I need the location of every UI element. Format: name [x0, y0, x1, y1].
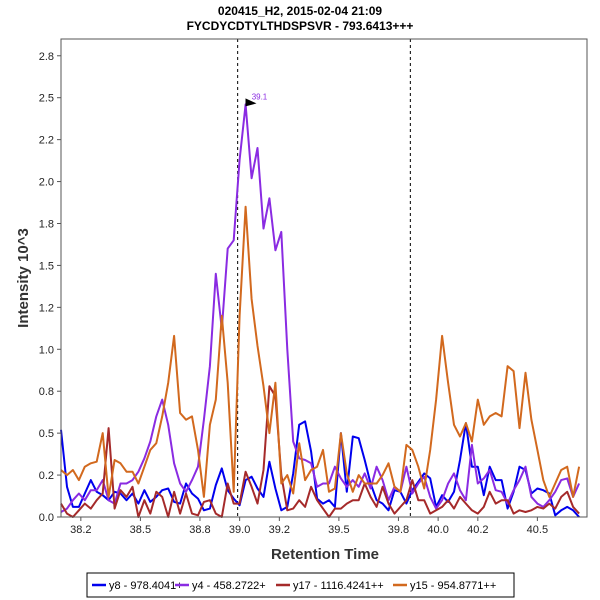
series-lines — [60, 103, 581, 518]
y-tick-label: 0.2 — [39, 470, 54, 482]
x-tick-label: 39.8 — [388, 524, 409, 536]
y-tick-label: 2.5 — [39, 93, 54, 105]
x-tick-label: 40.2 — [467, 524, 488, 536]
x-tick-label: 40.0 — [427, 524, 448, 536]
chart-subtitle: FYCDYCDTYLTHDSPSVR - 793.6413+++ — [187, 19, 414, 33]
integration-boundaries — [237, 39, 411, 517]
x-tick-label: 39.0 — [229, 524, 250, 536]
y-tick-label: 1.2 — [39, 302, 54, 314]
y-tick-label: 1.0 — [39, 344, 54, 356]
y-tick-label: 2.0 — [39, 177, 54, 189]
peak-arrow-icon — [245, 98, 257, 107]
x-tick-label: 38.2 — [70, 524, 91, 536]
y-tick-label: 1.8 — [39, 218, 54, 230]
x-tick-label: 39.2 — [269, 524, 290, 536]
x-tick-label: 38.8 — [189, 524, 210, 536]
plot-decorations — [61, 39, 587, 517]
plot-frame — [60, 38, 588, 518]
y-tick-label: 0.5 — [39, 428, 54, 440]
x-tick-label: 38.5 — [130, 524, 151, 536]
plot-area — [61, 39, 587, 517]
series-line-1 — [60, 420, 580, 518]
y-tick-label: 2.8 — [39, 51, 54, 63]
peak-label: 39.1 — [252, 92, 268, 101]
series-line-3 — [60, 385, 580, 518]
series-line-2 — [60, 103, 581, 513]
y-axis-ticks: 0.0 0.2 0.5 0.8 1.0 1.2 1.5 1.8 2.0 2.2 2.5 2.8 — [39, 51, 61, 524]
series-line-4 — [60, 205, 581, 498]
legend-label-3: y17 - 1116.4241++ — [293, 580, 384, 592]
legend: y8 - 978.4041+ y4 - 458.2722+ y17 - 1116.4… — [86, 572, 515, 598]
y-tick-label: 1.5 — [39, 260, 54, 272]
plot-border — [60, 38, 588, 518]
x-axis-label: Retention Time — [271, 546, 379, 563]
y-tick-label: 0.0 — [39, 512, 54, 524]
chart-title: 020415_H2, 2015-02-04 21:09 — [218, 4, 382, 18]
y-tick-label: 2.2 — [39, 135, 54, 147]
y-tick-label: 0.8 — [39, 386, 54, 398]
y-axis-label: Intensity 10^3 — [15, 228, 32, 328]
peak-annotation: 39.1 — [245, 92, 268, 107]
legend-box — [86, 572, 515, 598]
x-tick-label: 40.5 — [527, 524, 548, 536]
legend-label-1: y8 - 978.4041+ — [109, 580, 183, 592]
legend-label-4: y15 - 954.8771++ — [410, 580, 496, 592]
x-axis-ticks: 38.2 38.5 38.8 39.0 39.2 39.5 39.8 40.0 40.2 40.5 — [70, 517, 548, 536]
legend-label-2: y4 - 458.2722+ — [192, 580, 266, 592]
x-tick-label: 39.5 — [328, 524, 349, 536]
